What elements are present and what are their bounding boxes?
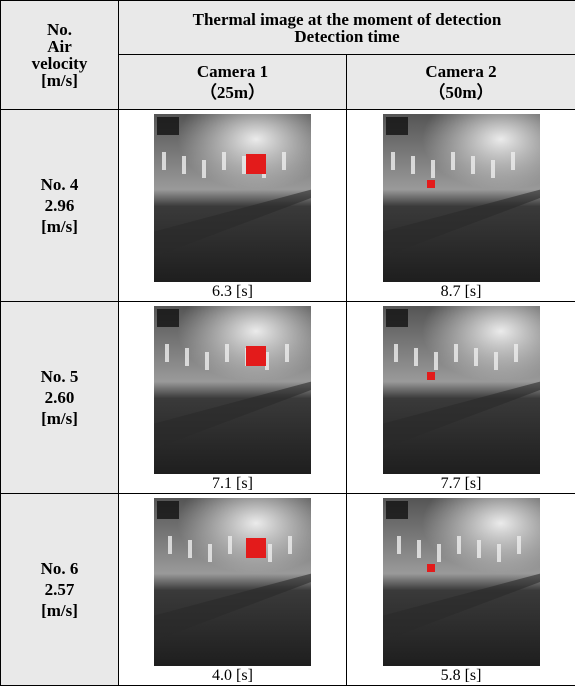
thermal-shape [386, 309, 408, 327]
thermal-shape [188, 540, 192, 558]
camera-distance: （50m） [347, 84, 575, 101]
detection-time: 6.3 [s] [119, 283, 346, 300]
row-label: [m/s] [41, 217, 78, 236]
detection-time: 8.7 [s] [347, 283, 575, 300]
thermal-shape [222, 152, 226, 170]
header-text: No. [47, 20, 72, 39]
thermal-shape [285, 344, 289, 362]
image-cell: 6.3 [s] [119, 109, 347, 301]
detection-time: 5.8 [s] [347, 667, 575, 684]
detection-time: 7.1 [s] [119, 475, 346, 492]
image-cell: 5.8 [s] [347, 493, 575, 685]
thermal-shape [228, 536, 232, 554]
header-text: Air velocity [m/s] [20, 38, 100, 89]
thermal-shape [477, 540, 481, 558]
thermal-shape [182, 156, 186, 174]
thermal-shape [168, 536, 172, 554]
thermal-shape [417, 540, 421, 558]
thermal-shape [391, 152, 395, 170]
table-row: No. 5 2.60 [m/s] 7.1 [s]7.7 [s] [1, 301, 575, 493]
thermal-shape [434, 352, 438, 370]
thermal-shape [157, 309, 179, 327]
thermal-image [383, 114, 540, 282]
thermal-shape [431, 160, 435, 178]
table-row: No. 4 2.96 [m/s] 6.3 [s]8.7 [s] [1, 109, 575, 301]
camera-name: Camera 1 [197, 62, 268, 81]
row-label: [m/s] [41, 409, 78, 428]
thermal-shape [494, 352, 498, 370]
thermal-shape [427, 372, 435, 380]
thermal-shape [437, 544, 441, 562]
results-table: No. Air velocity [m/s] Thermal image at … [0, 0, 575, 686]
thermal-shape [185, 348, 189, 366]
row-label: [m/s] [41, 601, 78, 620]
header-cell: Camera 2 （50m） [347, 55, 575, 109]
header-cell: No. Air velocity [m/s] [1, 1, 119, 110]
header-text: Detection time [294, 27, 399, 46]
thermal-shape [165, 344, 169, 362]
camera-distance: （25m） [119, 84, 346, 101]
thermal-shape [451, 152, 455, 170]
thermal-shape [411, 156, 415, 174]
thermal-shape [497, 544, 501, 562]
row-label: 2.96 [45, 196, 75, 215]
detection-time: 4.0 [s] [119, 667, 346, 684]
thermal-shape [242, 156, 246, 174]
thermal-image [383, 498, 540, 666]
thermal-shape [427, 180, 435, 188]
thermal-shape [471, 156, 475, 174]
image-cell: 8.7 [s] [347, 109, 575, 301]
thermal-shape [157, 501, 179, 519]
header-cell: Thermal image at the moment of detection… [119, 1, 575, 55]
thermal-shape [386, 117, 408, 135]
thermal-shape [414, 348, 418, 366]
thermal-shape [511, 152, 515, 170]
thermal-shape [394, 344, 398, 362]
thermal-shape [225, 344, 229, 362]
thermal-shape [246, 154, 266, 174]
thermal-shape [457, 536, 461, 554]
thermal-image [154, 114, 311, 282]
image-cell: 7.1 [s] [119, 301, 347, 493]
thermal-shape [288, 536, 292, 554]
thermal-shape [202, 160, 206, 178]
thermal-image [154, 306, 311, 474]
thermal-shape [397, 536, 401, 554]
thermal-shape [517, 536, 521, 554]
thermal-shape [427, 564, 435, 572]
thermal-shape [474, 348, 478, 366]
thermal-shape [386, 501, 408, 519]
row-label: No. 4 [41, 175, 79, 194]
row-label: No. 6 [41, 559, 79, 578]
thermal-shape [282, 152, 286, 170]
image-cell: 4.0 [s] [119, 493, 347, 685]
thermal-shape [205, 352, 209, 370]
thermal-shape [268, 544, 272, 562]
header-cell: Camera 1 （25m） [119, 55, 347, 109]
thermal-shape [246, 538, 266, 558]
row-label: 2.57 [45, 580, 75, 599]
row-label-cell: No. 4 2.96 [m/s] [1, 109, 119, 301]
row-label: 2.60 [45, 388, 75, 407]
thermal-image [383, 306, 540, 474]
thermal-shape [208, 544, 212, 562]
row-label: No. 5 [41, 367, 79, 386]
camera-name: Camera 2 [425, 62, 496, 81]
thermal-image [154, 498, 311, 666]
thermal-shape [454, 344, 458, 362]
thermal-shape [157, 117, 179, 135]
row-label-cell: No. 6 2.57 [m/s] [1, 493, 119, 685]
image-cell: 7.7 [s] [347, 301, 575, 493]
thermal-shape [491, 160, 495, 178]
row-label-cell: No. 5 2.60 [m/s] [1, 301, 119, 493]
page: {"table": { "header": { "col0_line1": "N… [0, 0, 575, 686]
detection-time: 7.7 [s] [347, 475, 575, 492]
thermal-shape [246, 346, 266, 366]
thermal-shape [162, 152, 166, 170]
table-row: No. 6 2.57 [m/s] 4.0 [s]5.8 [s] [1, 493, 575, 685]
thermal-shape [514, 344, 518, 362]
